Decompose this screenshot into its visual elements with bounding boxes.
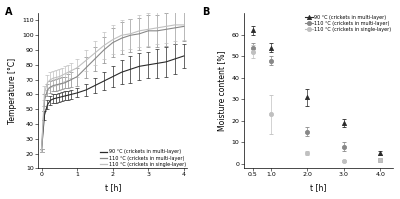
Y-axis label: Temperature [°C]: Temperature [°C] (8, 58, 16, 124)
Legend: 90 °C (crickets in multi-layer), 110 °C (crickets in multi-layer), 110 °C (crick: 90 °C (crickets in multi-layer), 110 °C … (305, 15, 392, 32)
Y-axis label: Moisture content [%]: Moisture content [%] (217, 51, 226, 131)
Legend: 90 °C (crickets in multi-layer), 110 °C (crickets in multi-layer), 110 °C (crick: 90 °C (crickets in multi-layer), 110 °C … (100, 149, 186, 167)
X-axis label: t [h]: t [h] (310, 183, 326, 192)
Text: B: B (202, 7, 209, 17)
Text: A: A (5, 7, 12, 17)
X-axis label: t [h]: t [h] (104, 183, 121, 192)
